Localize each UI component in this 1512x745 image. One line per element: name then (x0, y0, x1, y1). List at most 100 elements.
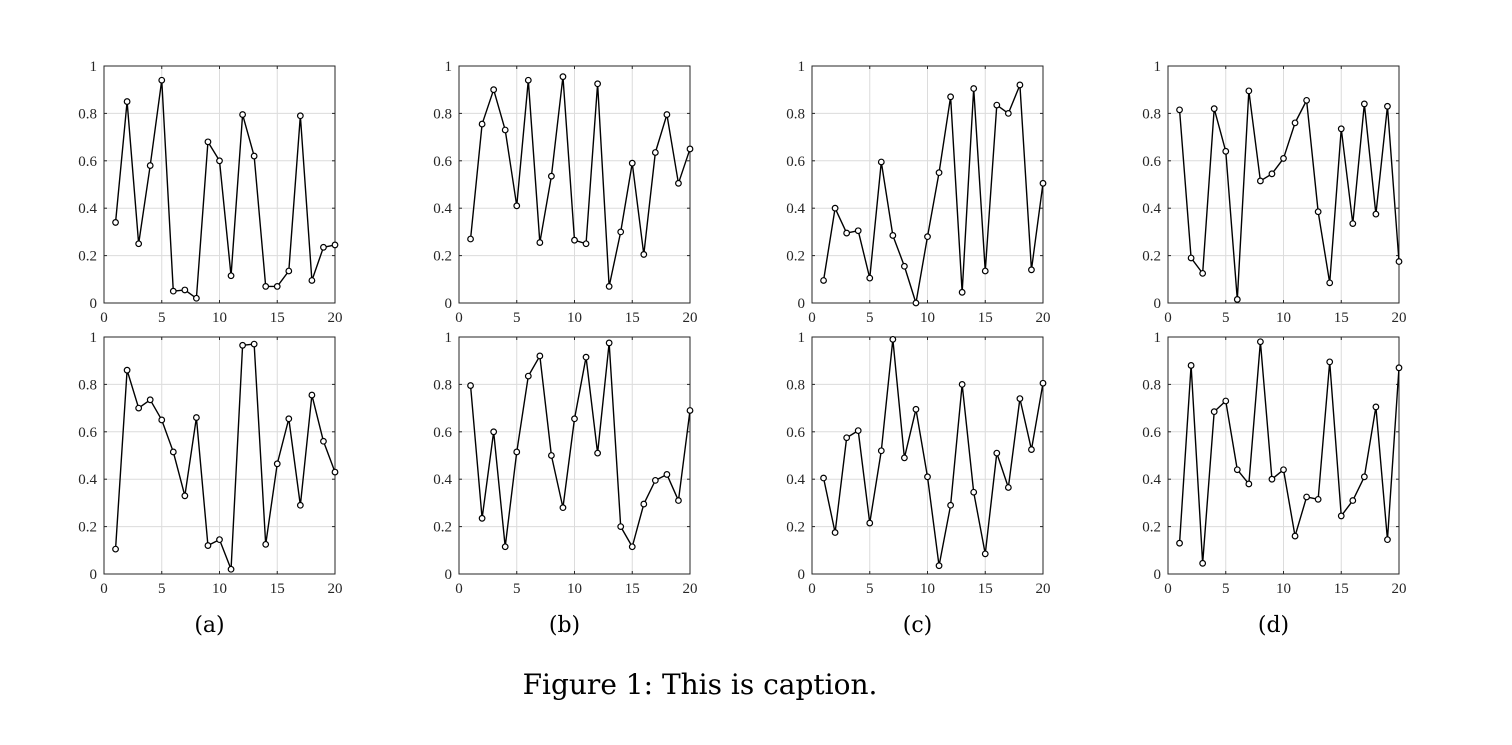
data-point (1337, 512, 1345, 520)
data-point (1004, 109, 1012, 117)
data-point (1291, 532, 1299, 540)
x-tick-label: 0 (808, 310, 816, 326)
y-tick-label: 0.6 (433, 154, 452, 170)
data-point (843, 229, 851, 237)
y-tick-label: 1 (1154, 59, 1162, 75)
data-point (308, 277, 316, 284)
y-tick-label: 0.6 (1142, 154, 1161, 170)
x-tick-label: 5 (158, 310, 166, 326)
data-point (181, 492, 189, 500)
data-point (308, 391, 316, 399)
data-point (901, 262, 908, 270)
data-point (947, 93, 954, 101)
y-tick-label: 0.2 (433, 520, 452, 536)
subfigure-label: (b) (549, 613, 580, 638)
data-point (513, 202, 521, 210)
data-point (686, 407, 694, 414)
x-tick-label: 0 (808, 581, 816, 597)
y-tick-label: 0.4 (78, 472, 97, 488)
y-tick-label: 0.4 (1142, 472, 1161, 488)
data-point (501, 126, 509, 134)
data-point (1187, 362, 1195, 369)
data-point (1314, 495, 1322, 503)
x-tick-label: 10 (920, 310, 935, 326)
data-point (843, 434, 851, 442)
subplot-1-4: 0 5 10 15 20 0 0.2 0.4 0.6 0.8 1 (1142, 59, 1406, 326)
data-point (854, 427, 862, 435)
data-point (1280, 466, 1287, 474)
data-point (866, 274, 874, 282)
x-tick-label: 20 (328, 581, 343, 597)
data-point (877, 447, 885, 455)
data-point (158, 76, 166, 84)
data-point (1222, 147, 1230, 155)
data-point (1314, 208, 1322, 216)
y-tick-label: 0.8 (433, 377, 452, 393)
data-point (146, 396, 154, 404)
data-point (192, 414, 200, 421)
data-point (1395, 258, 1403, 265)
data-point (820, 277, 827, 284)
data-point (513, 448, 521, 456)
x-tick-label: 10 (567, 581, 582, 597)
data-point (594, 449, 601, 457)
subplot-2-4: 0 5 10 15 20 0 0.2 0.4 0.6 0.8 1 (d) (1142, 330, 1406, 638)
data-point (478, 514, 486, 522)
y-tick-label: 1 (798, 330, 806, 346)
y-tick-label: 0 (1154, 296, 1162, 312)
y-tick-label: 0.8 (786, 377, 805, 393)
y-tick-label: 1 (90, 59, 98, 75)
data-point (112, 219, 119, 226)
x-tick-label: 5 (513, 310, 521, 326)
data-point (877, 158, 885, 166)
data-point (331, 241, 339, 249)
data-point (582, 353, 590, 361)
data-point (1372, 403, 1380, 411)
data-point (1360, 100, 1368, 108)
y-tick-label: 0 (1154, 567, 1162, 583)
data-point (273, 460, 281, 468)
data-point (1233, 466, 1241, 474)
y-tick-label: 0.6 (786, 154, 805, 170)
data-point (1268, 475, 1276, 483)
data-point (1256, 177, 1264, 185)
data-point (135, 240, 143, 248)
data-point (1291, 119, 1299, 127)
x-tick-label: 10 (567, 310, 582, 326)
data-point (1233, 296, 1241, 303)
data-point (1210, 408, 1218, 416)
y-tick-label: 1 (1154, 330, 1162, 346)
data-point (594, 80, 601, 88)
data-point (651, 149, 659, 156)
x-tick-label: 5 (1222, 581, 1230, 597)
x-tick-label: 0 (1164, 310, 1172, 326)
data-point (1256, 338, 1264, 346)
data-point (1028, 446, 1035, 453)
data-point (1349, 497, 1357, 504)
y-tick-label: 0.2 (433, 249, 452, 265)
data-point (169, 287, 177, 295)
data-point (686, 145, 694, 153)
data-point (924, 473, 931, 481)
data-point (866, 519, 874, 527)
y-tick-label: 0 (798, 296, 806, 312)
data-point (285, 415, 293, 423)
data-point (675, 497, 682, 504)
data-point (831, 529, 839, 536)
data-point (1326, 358, 1334, 366)
data-point (548, 172, 555, 180)
data-point (490, 86, 498, 94)
data-point (227, 565, 235, 573)
data-point (250, 340, 258, 348)
y-tick-label: 0.8 (1142, 106, 1161, 122)
data-point (1360, 473, 1368, 481)
x-tick-label: 5 (158, 581, 166, 597)
data-point (296, 501, 304, 509)
x-tick-label: 15 (270, 310, 285, 326)
data-point (889, 335, 897, 343)
y-tick-label: 0.6 (78, 154, 97, 170)
y-tick-label: 1 (445, 59, 453, 75)
data-point (524, 372, 532, 380)
x-tick-label: 15 (625, 581, 640, 597)
